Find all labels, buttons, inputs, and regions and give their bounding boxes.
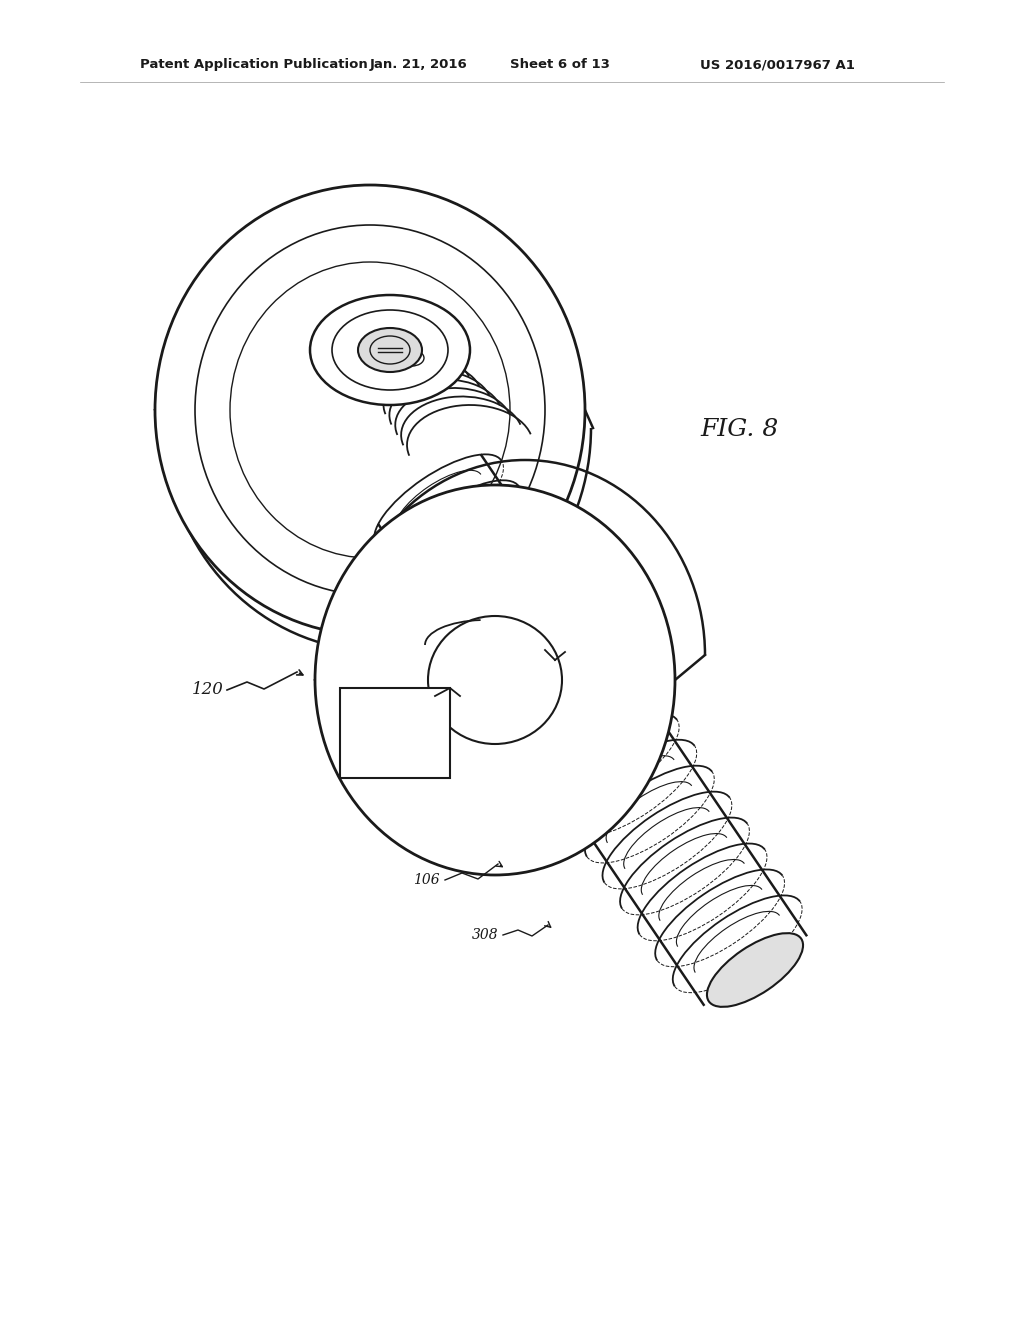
Ellipse shape: [428, 616, 562, 744]
Text: 106: 106: [414, 873, 440, 887]
Text: 308: 308: [471, 928, 498, 942]
Ellipse shape: [155, 185, 585, 635]
Ellipse shape: [310, 294, 470, 405]
Text: FIG. 8: FIG. 8: [700, 418, 778, 441]
Ellipse shape: [707, 933, 803, 1007]
Text: Jan. 21, 2016: Jan. 21, 2016: [370, 58, 468, 71]
Polygon shape: [340, 688, 450, 777]
Ellipse shape: [315, 484, 675, 875]
Text: US 2016/0017967 A1: US 2016/0017967 A1: [700, 58, 855, 71]
Text: Patent Application Publication: Patent Application Publication: [140, 58, 368, 71]
Text: 120: 120: [193, 681, 224, 698]
Text: Sheet 6 of 13: Sheet 6 of 13: [510, 58, 610, 71]
Ellipse shape: [358, 327, 422, 372]
